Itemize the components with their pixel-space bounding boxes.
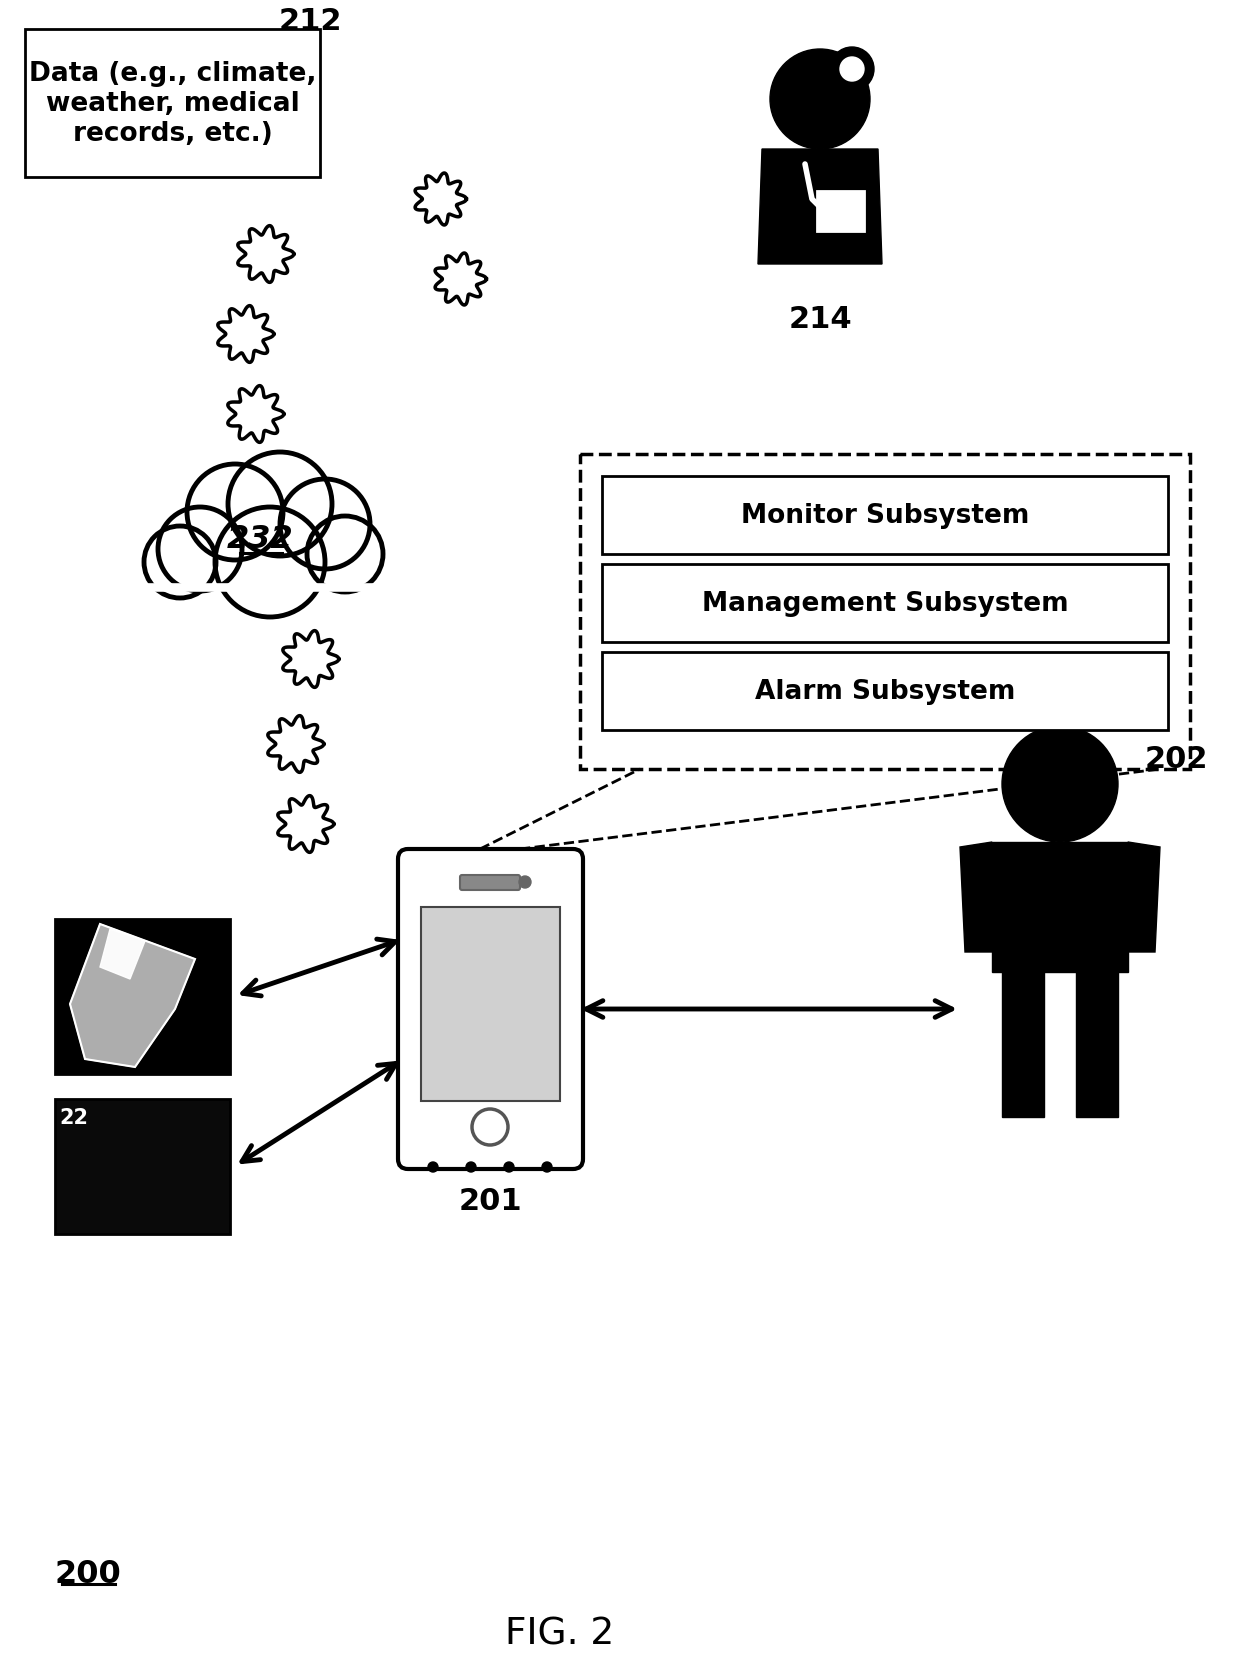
Polygon shape bbox=[218, 306, 274, 363]
FancyBboxPatch shape bbox=[460, 875, 520, 890]
Circle shape bbox=[1002, 726, 1118, 842]
FancyBboxPatch shape bbox=[145, 544, 374, 605]
FancyBboxPatch shape bbox=[55, 919, 229, 1075]
Text: 212: 212 bbox=[278, 7, 342, 37]
Text: 232: 232 bbox=[227, 524, 294, 554]
Circle shape bbox=[428, 1163, 438, 1173]
FancyBboxPatch shape bbox=[992, 842, 1128, 973]
Circle shape bbox=[542, 1163, 552, 1173]
FancyBboxPatch shape bbox=[422, 907, 560, 1102]
FancyBboxPatch shape bbox=[1076, 973, 1118, 1117]
Circle shape bbox=[228, 452, 332, 556]
FancyBboxPatch shape bbox=[1002, 973, 1044, 1117]
Circle shape bbox=[503, 1163, 515, 1173]
Text: FIG. 2: FIG. 2 bbox=[506, 1616, 615, 1651]
Text: Management Subsystem: Management Subsystem bbox=[702, 591, 1069, 617]
Polygon shape bbox=[228, 386, 284, 444]
FancyBboxPatch shape bbox=[601, 564, 1168, 643]
Polygon shape bbox=[960, 842, 992, 953]
Circle shape bbox=[308, 517, 383, 593]
Text: 214: 214 bbox=[789, 306, 852, 334]
Text: 200: 200 bbox=[55, 1559, 122, 1589]
FancyBboxPatch shape bbox=[601, 652, 1168, 731]
Circle shape bbox=[839, 59, 864, 82]
Circle shape bbox=[770, 50, 870, 150]
Polygon shape bbox=[758, 150, 882, 265]
Circle shape bbox=[830, 49, 874, 92]
Polygon shape bbox=[100, 929, 145, 979]
FancyBboxPatch shape bbox=[398, 850, 583, 1169]
Text: Data (e.g., climate,
weather, medical
records, etc.): Data (e.g., climate, weather, medical re… bbox=[29, 60, 316, 146]
Text: 22: 22 bbox=[60, 1107, 88, 1127]
Text: 201: 201 bbox=[459, 1186, 522, 1216]
Circle shape bbox=[157, 507, 242, 591]
Polygon shape bbox=[435, 254, 486, 306]
Circle shape bbox=[280, 480, 370, 570]
Text: Alarm Subsystem: Alarm Subsystem bbox=[755, 679, 1016, 704]
Polygon shape bbox=[69, 924, 195, 1067]
Polygon shape bbox=[283, 632, 339, 689]
Text: 202: 202 bbox=[1145, 744, 1209, 774]
Circle shape bbox=[520, 877, 531, 889]
FancyBboxPatch shape bbox=[25, 30, 320, 178]
Circle shape bbox=[466, 1163, 476, 1173]
Polygon shape bbox=[278, 796, 334, 853]
Circle shape bbox=[215, 507, 325, 618]
Circle shape bbox=[144, 528, 216, 598]
Polygon shape bbox=[1128, 842, 1159, 953]
Text: Monitor Subsystem: Monitor Subsystem bbox=[740, 502, 1029, 529]
FancyBboxPatch shape bbox=[817, 192, 864, 232]
Circle shape bbox=[187, 465, 283, 561]
Circle shape bbox=[472, 1109, 508, 1146]
FancyBboxPatch shape bbox=[55, 1099, 229, 1235]
FancyBboxPatch shape bbox=[601, 477, 1168, 554]
Polygon shape bbox=[238, 227, 294, 284]
FancyBboxPatch shape bbox=[580, 455, 1190, 769]
Polygon shape bbox=[415, 173, 466, 225]
Polygon shape bbox=[268, 716, 324, 773]
